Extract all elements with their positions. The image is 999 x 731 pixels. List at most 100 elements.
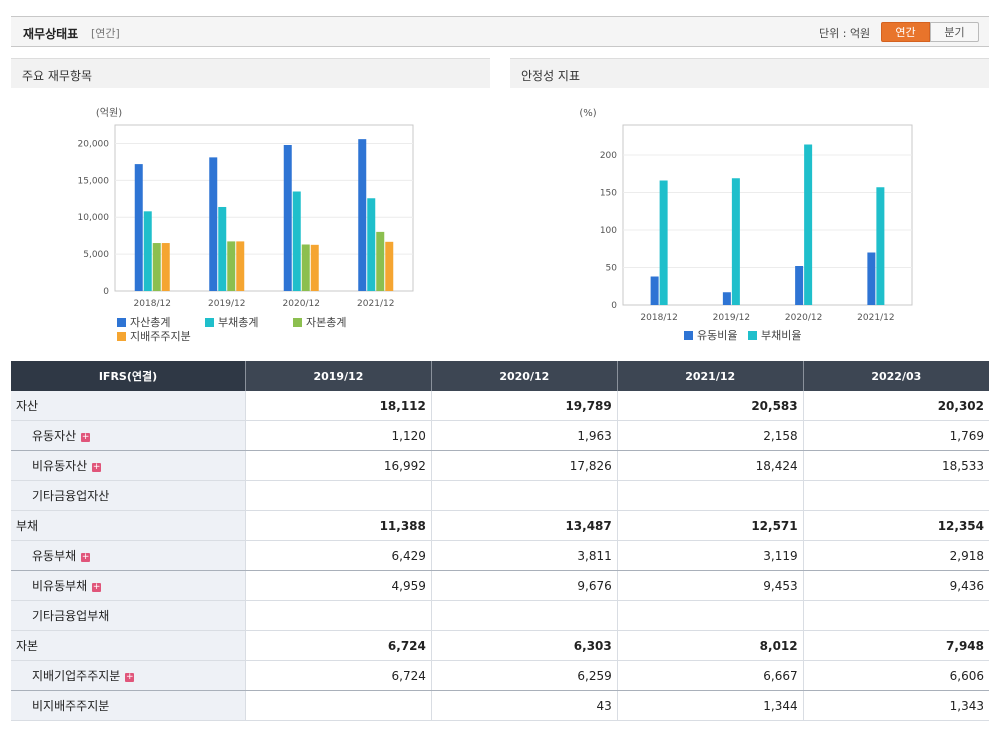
x-tick-label: 2021/12	[857, 313, 894, 323]
table-row: 부채 11,388 13,487 12,571 12,354	[11, 510, 989, 541]
bar	[795, 266, 804, 305]
bar	[385, 241, 394, 291]
value-cell: 43	[430, 690, 618, 721]
bar	[292, 191, 301, 291]
balance-sheet-table: IFRS(연결) 2019/12 2020/12 2021/12 2022/03…	[11, 361, 989, 721]
value-cell: 4,959	[245, 570, 432, 601]
value-cell: 9,676	[430, 570, 618, 601]
left-panel-title: 주요 재무항목	[22, 69, 93, 83]
bar	[358, 139, 367, 291]
major-items-chart: 0 5,000 10,000 15,000 20,000 (억원) 2018/12 2019/…	[78, 107, 414, 343]
bar	[161, 243, 170, 291]
row-label: 지배기업주주지분	[32, 669, 121, 683]
value-cell: 8,012	[616, 630, 804, 661]
value-cell: 9,453	[616, 570, 804, 601]
value-cell	[616, 600, 804, 631]
bar	[867, 252, 876, 305]
right-panel-header: 안정성 지표	[510, 58, 989, 88]
expand-plus-icon[interactable]: +	[92, 462, 102, 472]
row-label-cell: 자본	[11, 630, 246, 661]
value-cell: 6,606	[802, 660, 989, 691]
bar	[367, 198, 376, 291]
x-tick-label: 2020/12	[283, 299, 320, 309]
bar	[650, 276, 659, 305]
value-cell: 11,388	[245, 510, 432, 541]
table-row: 비지배주주지분 43 1,344 1,343	[11, 690, 989, 721]
bar	[659, 180, 668, 305]
value-cell: 3,119	[616, 540, 804, 571]
quarter-toggle-button[interactable]: 분기	[930, 22, 979, 42]
row-label: 부채	[16, 519, 39, 533]
legend-label: 자산총계	[130, 316, 170, 329]
value-cell: 9,436	[802, 570, 989, 601]
value-cell: 19,789	[430, 391, 618, 421]
row-label: 유동자산	[32, 429, 77, 443]
column-header: 2020/12	[430, 361, 618, 391]
value-cell	[245, 690, 432, 721]
value-cell	[245, 480, 432, 511]
value-cell: 18,424	[616, 450, 804, 481]
bar	[722, 292, 731, 305]
expand-plus-icon[interactable]: +	[81, 552, 91, 562]
statement-header: 재무상태표 [연간] 단위 : 억원 연간 분기	[11, 16, 989, 47]
y-tick-label: 20,000	[78, 139, 110, 149]
legend-swatch	[117, 318, 126, 327]
row-label: 유동부채	[32, 549, 77, 563]
column-header: 2022/03	[802, 361, 989, 391]
statement-title: 재무상태표	[23, 27, 79, 41]
expand-plus-icon[interactable]: +	[125, 672, 135, 682]
value-cell: 2,918	[802, 540, 989, 571]
table-row: 기타금융업자산	[11, 480, 989, 511]
row-label: 자산	[16, 399, 39, 413]
value-cell: 6,429	[245, 540, 432, 571]
value-cell: 6,724	[245, 630, 432, 661]
row-label: 자본	[16, 639, 39, 653]
value-cell: 13,487	[430, 510, 618, 541]
value-cell: 7,948	[802, 630, 989, 661]
row-label-cell: 유동자산 +	[11, 420, 246, 451]
value-cell: 20,583	[616, 391, 804, 421]
value-cell: 6,724	[245, 660, 432, 691]
row-label-cell: 지배기업주주지분 +	[11, 660, 246, 691]
value-cell: 16,992	[245, 450, 432, 481]
table-row: 유동자산 +1,120 1,963 2,158 1,769	[11, 420, 989, 451]
row-label: 비유동부채	[32, 579, 88, 593]
value-cell: 12,354	[802, 510, 989, 541]
value-cell	[616, 480, 804, 511]
bar	[731, 178, 740, 305]
expand-plus-icon[interactable]: +	[81, 432, 91, 442]
value-cell: 6,259	[430, 660, 618, 691]
row-label: 비지배주주지분	[32, 699, 110, 713]
bar	[209, 157, 218, 291]
table-row: 비유동자산 +16,992 17,826 18,424 18,533	[11, 450, 989, 481]
table-row: 자본 6,724 6,303 8,012 7,948	[11, 630, 989, 661]
bar	[283, 145, 292, 291]
stability-indicators-chart: 0 50 100 150 200 (%) 2018/12 2019/12 2020/12 2021…	[579, 108, 913, 342]
bar	[236, 241, 245, 291]
bar	[310, 244, 319, 291]
y-tick-label: 0	[611, 301, 617, 311]
bar	[134, 164, 143, 291]
x-tick-label: 2018/12	[640, 313, 677, 323]
bar	[227, 241, 236, 291]
value-cell: 6,667	[616, 660, 804, 691]
annual-toggle-button[interactable]: 연간	[881, 22, 930, 42]
legend-label: 부채총계	[218, 316, 258, 329]
value-cell	[245, 600, 432, 631]
value-cell: 1,120	[245, 420, 432, 451]
row-label-cell: 기타금융업자산	[11, 480, 246, 511]
period-tag: [연간]	[91, 27, 120, 40]
legend-label: 자본총계	[306, 316, 346, 329]
table-row: 비유동부채 +4,959 9,676 9,453 9,436	[11, 570, 989, 601]
legend-swatch	[684, 331, 693, 340]
bar	[152, 243, 161, 291]
legend-swatch	[117, 332, 126, 341]
value-cell: 20,302	[802, 391, 989, 421]
value-cell: 17,826	[430, 450, 618, 481]
row-label: 비유동자산	[32, 459, 88, 473]
row-label-cell: 기타금융업부채	[11, 600, 246, 631]
x-tick-label: 2019/12	[713, 313, 750, 323]
expand-plus-icon[interactable]: +	[92, 582, 102, 592]
table-row: 유동부채 +6,429 3,811 3,119 2,918	[11, 540, 989, 571]
row-label: 기타금융업부채	[32, 609, 110, 623]
